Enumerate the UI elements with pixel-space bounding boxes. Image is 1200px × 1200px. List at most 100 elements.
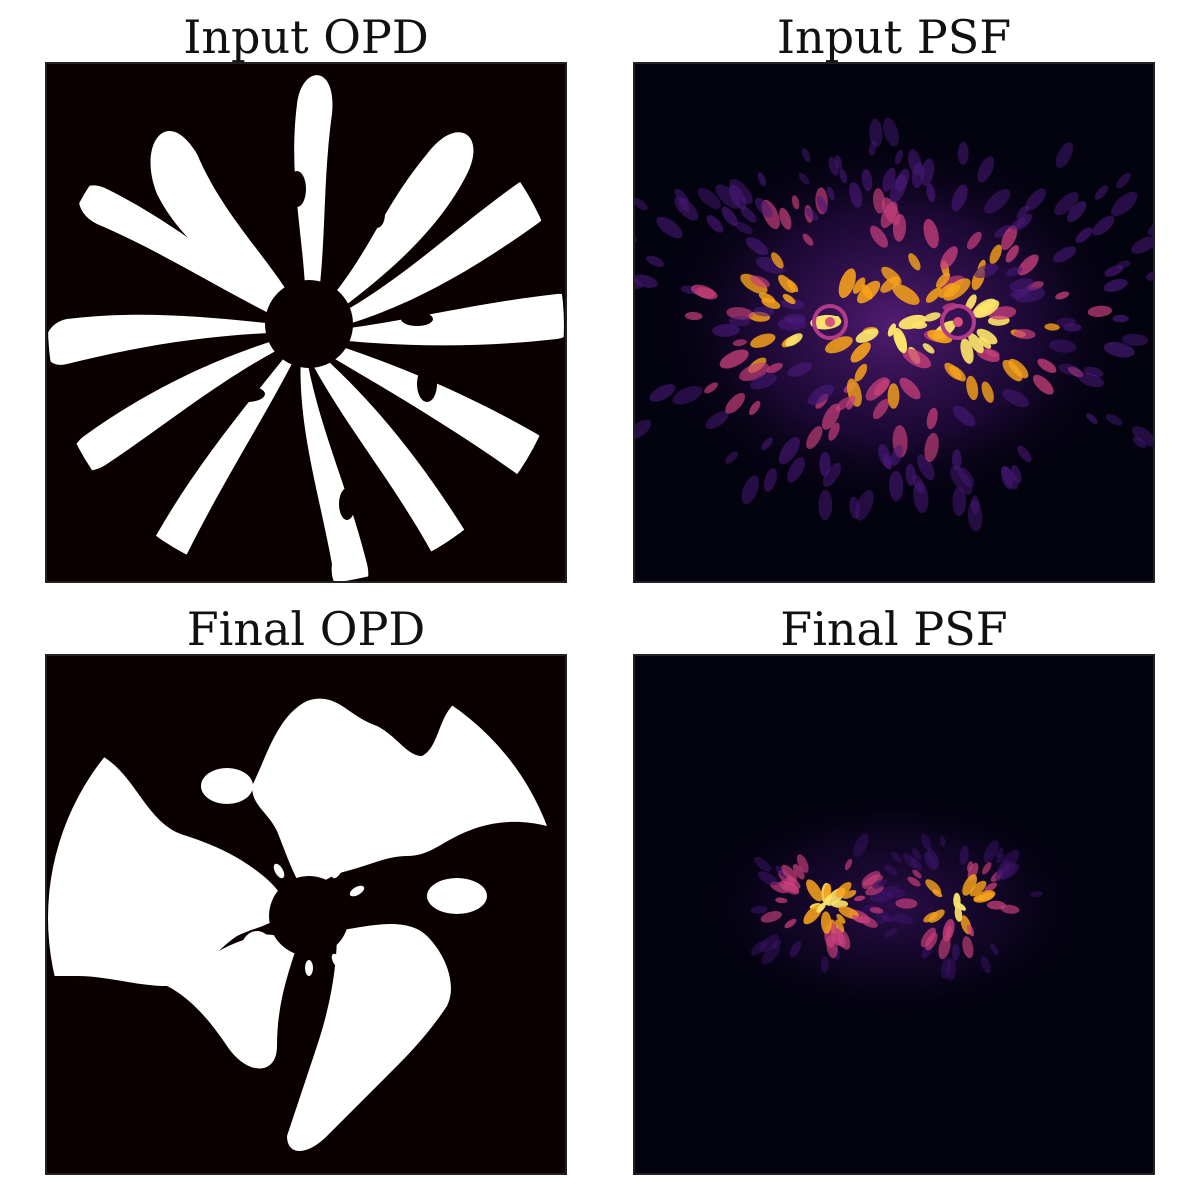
panel-input-opd: Input OPD xyxy=(45,14,567,583)
psf-speckle xyxy=(970,495,980,514)
psf-speckle xyxy=(635,419,652,440)
psf-speckle xyxy=(945,958,957,981)
psf-speckle xyxy=(861,169,873,192)
psf-speckle xyxy=(899,377,921,400)
psf-speckle xyxy=(646,255,664,267)
psf-speckle xyxy=(749,400,761,416)
psf-speckle xyxy=(834,155,843,170)
psf-speckle xyxy=(1005,245,1019,263)
psf-speckle xyxy=(939,246,958,270)
psf-speckle xyxy=(908,253,921,271)
psf-speckle xyxy=(726,307,754,320)
psf-speckle xyxy=(924,432,939,463)
psf-speckle xyxy=(656,216,683,239)
psf-speckle xyxy=(952,487,966,517)
psf-speckle xyxy=(1013,287,1046,303)
psf-speckle xyxy=(818,489,833,521)
psf-speckle xyxy=(791,195,800,210)
psf-speckle xyxy=(962,936,974,959)
psf-speckle xyxy=(855,489,874,521)
psf-speckle xyxy=(902,348,932,369)
psf-speckle xyxy=(838,268,856,299)
psf-speckle xyxy=(1066,201,1087,223)
psf-speckle xyxy=(952,405,976,427)
psf-speckle xyxy=(798,172,810,185)
psf-speckle xyxy=(959,845,969,865)
psf-speckle xyxy=(887,383,900,409)
psf-speckle xyxy=(965,294,977,312)
psf-speckle xyxy=(1105,414,1123,426)
psf-speckle xyxy=(750,373,777,390)
psf-speckle xyxy=(861,284,873,300)
psf-speckle xyxy=(782,293,796,305)
psf-speckle xyxy=(950,466,973,495)
psf-speckle xyxy=(719,349,749,369)
psf-speckle xyxy=(816,902,826,913)
psf-speckle xyxy=(967,500,983,532)
psf-speckle xyxy=(985,349,1000,358)
psf-speckle xyxy=(925,287,942,303)
psf-speckle xyxy=(750,940,768,956)
psf-speckle xyxy=(821,956,829,973)
heatmap-input-psf xyxy=(633,62,1155,583)
psf-speckle xyxy=(954,905,963,922)
psf-speckle xyxy=(912,474,925,494)
psf-speckle xyxy=(706,215,724,233)
psf-speckle xyxy=(935,272,951,289)
psf-speckle xyxy=(761,944,781,965)
psf-speckle xyxy=(816,195,828,213)
psf-speckle xyxy=(828,422,840,441)
psf-speckle xyxy=(980,955,991,974)
psf-speckle xyxy=(881,915,896,923)
psf-speckle xyxy=(787,457,805,483)
psf-speckle xyxy=(783,313,806,324)
psf-speckle xyxy=(887,323,897,337)
psf-speckle xyxy=(869,225,889,248)
psf-speckle xyxy=(1092,215,1115,236)
psf-speckle xyxy=(938,283,956,298)
psf-speckle xyxy=(1015,213,1032,231)
psf-speckle xyxy=(894,149,904,165)
heatmap-final-opd xyxy=(45,654,567,1175)
psf-speckle xyxy=(759,934,780,953)
psf-speckle xyxy=(978,336,992,349)
psf-speckle xyxy=(951,943,960,961)
psf-speckle xyxy=(1052,246,1077,263)
psf-speckle xyxy=(1005,266,1023,277)
psf-speckle xyxy=(1146,269,1153,281)
panel-final-psf: Final PSF xyxy=(633,606,1155,1175)
psf-speckle xyxy=(996,853,1005,863)
psf-speckle xyxy=(705,411,729,429)
psf-speckle xyxy=(725,392,746,414)
psf-speckle xyxy=(926,407,938,430)
psf-speckle xyxy=(704,382,718,394)
psf-speckle xyxy=(750,333,776,348)
psf-speckle xyxy=(754,856,772,872)
psf-speckle xyxy=(1132,426,1153,447)
psf-speckle xyxy=(697,187,721,210)
psf-speckle xyxy=(890,445,903,466)
psf-speckle xyxy=(911,847,922,861)
psf-speckle xyxy=(893,327,907,352)
psf-speckle xyxy=(635,197,648,211)
psf-speckle xyxy=(792,863,805,880)
psf-speckle xyxy=(995,847,1004,858)
psf-speckle xyxy=(775,897,788,904)
psf-speckle xyxy=(824,894,832,906)
psf-speckle xyxy=(983,840,999,863)
psf-speckle xyxy=(1063,323,1082,332)
psf-speckle xyxy=(836,913,846,924)
panel-title: Input PSF xyxy=(776,10,1012,64)
psf-speckle xyxy=(920,158,935,186)
psf-speckle xyxy=(907,876,921,887)
psf-speckle xyxy=(741,475,760,505)
psf-speckle xyxy=(868,140,877,156)
psf-speckle xyxy=(923,312,941,322)
psf-speckle xyxy=(1111,191,1138,217)
psf-speckle xyxy=(1048,339,1077,353)
psf-speckle xyxy=(749,275,770,288)
psf-speckle xyxy=(872,879,888,889)
psf-speckle xyxy=(923,911,938,923)
psf-speckle xyxy=(757,172,767,187)
psf-speckle xyxy=(779,207,792,230)
